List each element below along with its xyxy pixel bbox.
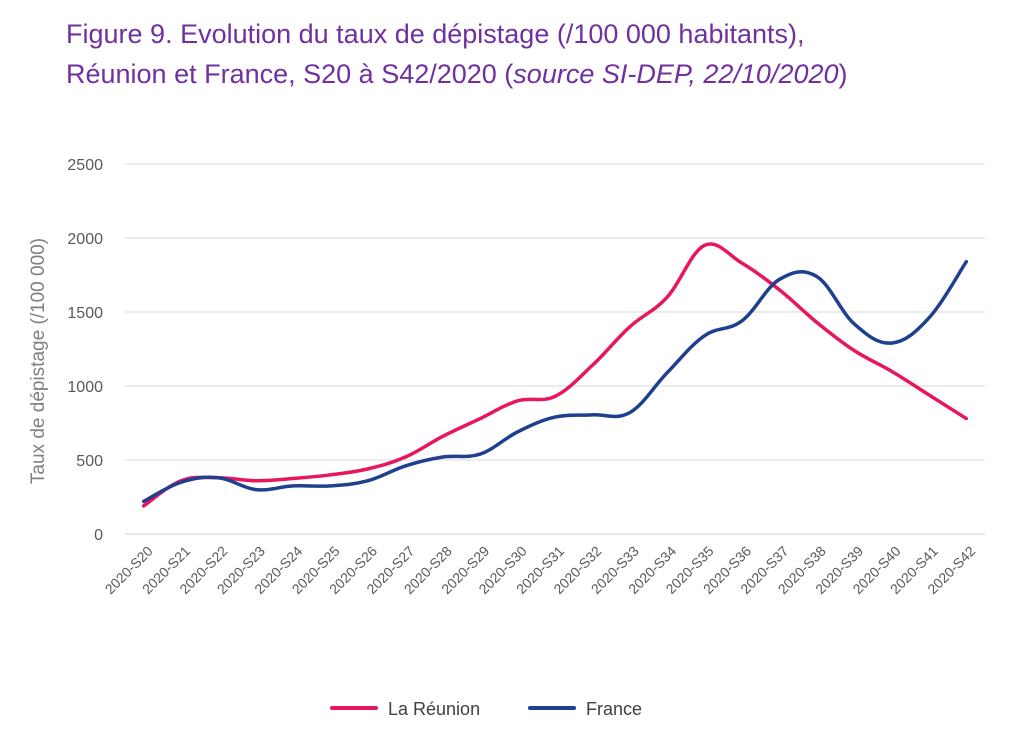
title-close: ) <box>838 59 848 89</box>
chart-title: Figure 9. Evolution du taux de dépistage… <box>66 14 1006 94</box>
y-tick-label: 0 <box>94 527 103 544</box>
y-axis-label: Taux de dépistage (/100 000) <box>28 238 49 484</box>
figure-label: Figure 9 <box>66 19 166 49</box>
series-line-france <box>141 259 969 504</box>
y-tick-label: 1500 <box>67 305 103 322</box>
title-source: source SI-DEP, 22/10/2020 <box>513 59 839 89</box>
y-tick-label: 2500 <box>67 157 103 174</box>
y-tick-label: 500 <box>76 453 103 470</box>
series-line-la-r-union <box>141 242 969 508</box>
legend-label-france: France <box>586 699 642 719</box>
y-tick-label: 2000 <box>67 231 103 248</box>
title-line2: Réunion et France, S20 à S42/2020 ( <box>66 59 514 89</box>
y-tick-label: 1000 <box>67 379 103 396</box>
title-line1: . Evolution du taux de dépistage (/100 0… <box>165 19 805 49</box>
legend-label-la-r-union: La Réunion <box>388 699 480 719</box>
